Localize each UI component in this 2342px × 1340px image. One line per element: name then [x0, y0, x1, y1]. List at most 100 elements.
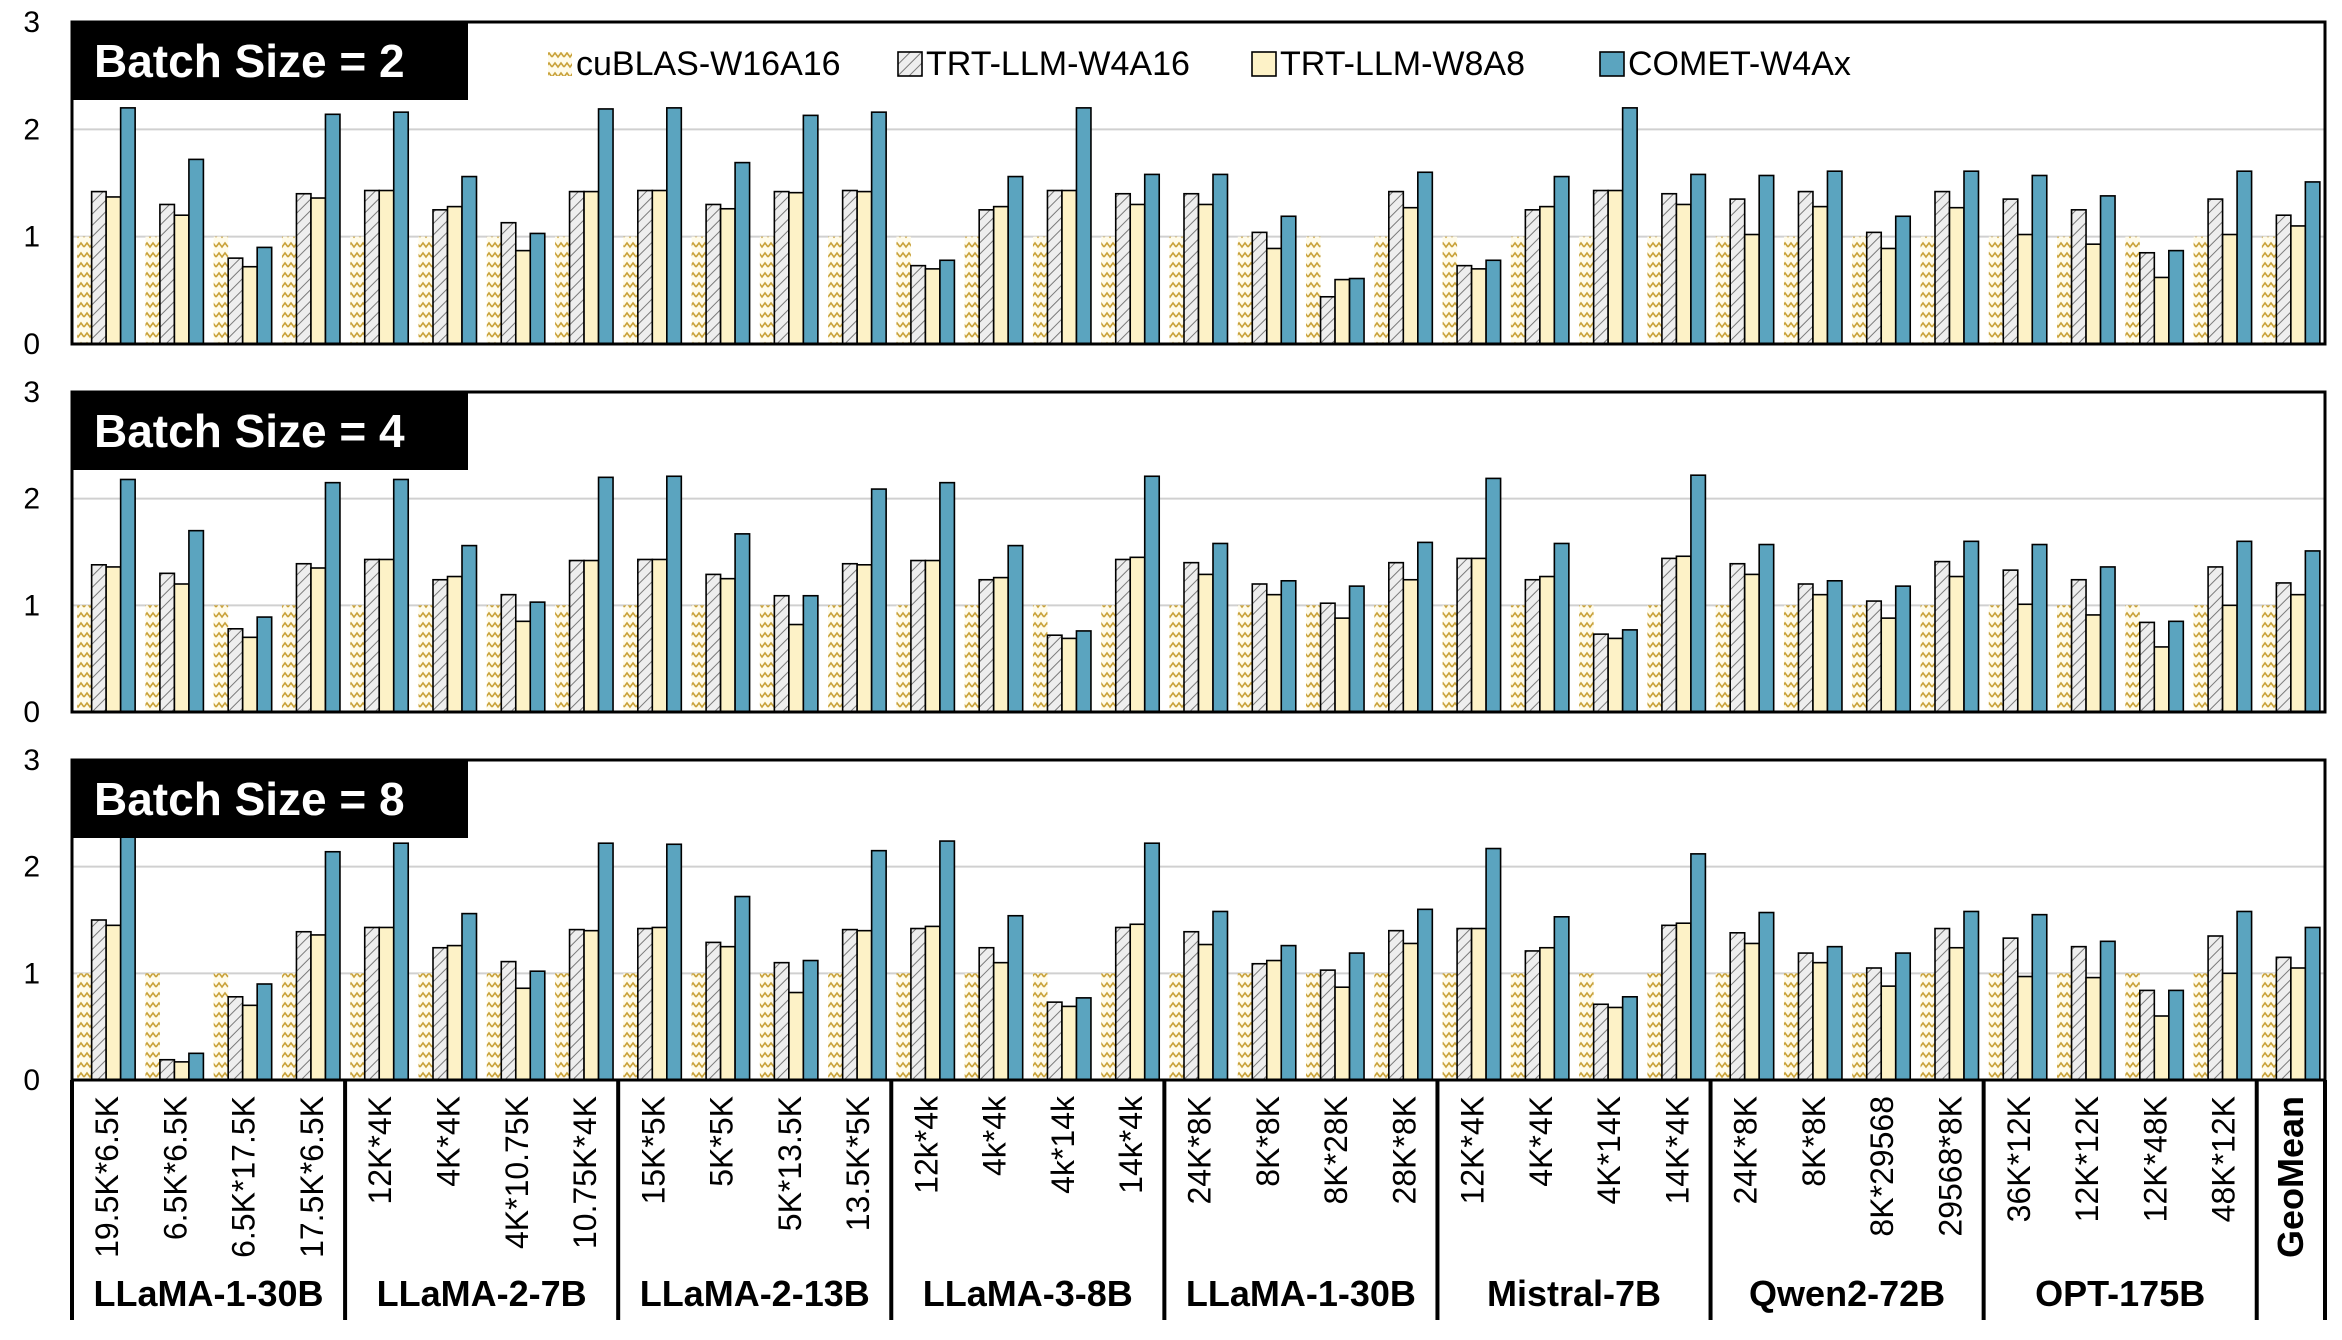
bar-comet-w4ax [1894, 952, 1912, 1081]
bar-cublas-w16a16 [1715, 973, 1731, 1080]
bar-trt-llm-w8a8 [1948, 206, 1965, 345]
bar-trt-llm-w4a16 [2275, 214, 2292, 345]
bar-cublas-w16a16 [1374, 973, 1389, 1080]
bar-cublas-w16a16 [213, 236, 229, 344]
bar-trt-llm-w8a8 [241, 1004, 258, 1081]
bar-cublas-w16a16 [964, 236, 980, 344]
bar-comet-w4ax [1212, 542, 1229, 713]
bar-trt-llm-w8a8 [2016, 975, 2034, 1081]
bar-cublas-w16a16 [1169, 605, 1184, 712]
bar-comet-w4ax [802, 959, 819, 1081]
bar-comet-w4ax [2304, 926, 2321, 1081]
bar-trt-llm-w4a16 [637, 189, 654, 345]
bar-trt-llm-w4a16 [1797, 952, 1814, 1081]
bar-trt-llm-w8a8 [1129, 923, 1146, 1081]
bar-comet-w4ax [1621, 995, 1638, 1081]
bar-trt-llm-w8a8 [2153, 1015, 2170, 1081]
panel-frame [70, 758, 2327, 1082]
legend-item: TRT-LLM-W4A16 [897, 45, 1190, 83]
bar-trt-llm-w4a16 [2139, 621, 2156, 713]
bar-comet-w4ax [1826, 579, 1843, 713]
bar-cublas-w16a16 [1852, 236, 1867, 344]
bar-trt-llm-w8a8 [1061, 637, 1078, 713]
bar-trt-llm-w4a16 [568, 928, 585, 1081]
bar-trt-llm-w8a8 [1675, 203, 1692, 345]
bar-trt-llm-w4a16 [1729, 198, 1746, 345]
bar-trt-llm-w8a8 [105, 566, 122, 713]
bar-trt-llm-w8a8 [992, 576, 1009, 713]
bar-comet-w4ax [1963, 540, 1980, 713]
bar-trt-llm-w4a16 [2002, 937, 2019, 1081]
bar-cublas-w16a16 [1510, 605, 1526, 712]
bar-cublas-w16a16 [418, 236, 433, 344]
bar-trt-llm-w4a16 [1524, 578, 1541, 713]
bar-comet-w4ax [1553, 542, 1570, 713]
panel-1: 0 1 2 3 Batch Size = 2 [23, 6, 2327, 361]
bar-trt-llm-w8a8 [2016, 233, 2034, 345]
bar-trt-llm-w8a8 [241, 636, 258, 713]
bar-trt-llm-w4a16 [1183, 192, 1200, 345]
y-tick-label: 0 [23, 1064, 40, 1097]
bar-cublas-w16a16 [1101, 973, 1116, 1080]
bar-cublas-w16a16 [1852, 605, 1867, 712]
y-tick-label: 2 [23, 113, 40, 146]
bar-cublas-w16a16 [418, 973, 433, 1080]
model-group-label: LLaMA-2-7B [377, 1273, 587, 1314]
bar-cublas-w16a16 [1374, 236, 1389, 344]
bar-trt-llm-w8a8 [788, 191, 805, 345]
bar-trt-llm-w8a8 [514, 249, 532, 345]
bar-comet-w4ax [1280, 579, 1297, 713]
x-tick-label-geomean: GeoMean [2270, 1096, 2311, 1258]
bar-cublas-w16a16 [2193, 236, 2209, 344]
bar-trt-llm-w4a16 [1865, 231, 1883, 345]
bar-trt-llm-w4a16 [2002, 569, 2019, 713]
bar-trt-llm-w8a8 [2290, 225, 2307, 345]
bar-trt-llm-w8a8 [719, 207, 736, 345]
bar-trt-llm-w8a8 [992, 205, 1009, 345]
x-tick-label: 17.5K*6.5K [294, 1096, 330, 1258]
bar-trt-llm-w4a16 [1797, 190, 1814, 345]
x-tick-label: 12K*4K [362, 1096, 398, 1205]
bar-trt-llm-w4a16 [2139, 989, 2156, 1081]
bar-trt-llm-w4a16 [1114, 192, 1132, 345]
bar-trt-llm-w4a16 [2207, 566, 2224, 713]
bar-trt-llm-w8a8 [2221, 972, 2238, 1081]
bar-trt-llm-w4a16 [841, 189, 858, 345]
bar-comet-w4ax [1485, 847, 1502, 1081]
bar-trt-llm-w8a8 [1334, 617, 1351, 713]
bar-comet-w4ax [2304, 181, 2321, 345]
bar-cublas-w16a16 [896, 973, 911, 1080]
bar-cublas-w16a16 [1306, 236, 1321, 344]
bar-trt-llm-w8a8 [1061, 1005, 1078, 1081]
bar-trt-llm-w4a16 [1114, 558, 1132, 713]
bar-cublas-w16a16 [145, 236, 160, 344]
panel-title: Batch Size = 4 [94, 405, 405, 457]
x-tick-label: 36K*12K [2001, 1096, 2037, 1222]
bar-trt-llm-w8a8 [173, 583, 190, 713]
bar-trt-llm-w4a16 [1388, 929, 1405, 1081]
bar-trt-llm-w8a8 [2290, 593, 2307, 713]
bar-comet-w4ax [1963, 170, 1980, 345]
bar-comet-w4ax [939, 259, 956, 345]
bar-comet-w4ax [1963, 910, 1980, 1081]
panel-frame [70, 390, 2327, 714]
bar-trt-llm-w8a8 [378, 926, 395, 1081]
bar-trt-llm-w4a16 [227, 257, 244, 345]
bar-cublas-w16a16 [1442, 236, 1458, 344]
bar-cublas-w16a16 [1101, 605, 1116, 712]
bar-cublas-w16a16 [759, 605, 775, 712]
model-group-label: OPT-175B [2035, 1273, 2205, 1314]
bar-trt-llm-w8a8 [1402, 942, 1419, 1081]
bar-trt-llm-w4a16 [2070, 578, 2087, 713]
bar-comet-w4ax [666, 475, 683, 713]
bar-trt-llm-w4a16 [1046, 189, 1063, 345]
legend-item: COMET-W4Ax [1599, 45, 1851, 83]
bar-cublas-w16a16 [896, 236, 911, 344]
bar-trt-llm-w4a16 [1319, 602, 1336, 713]
bar-trt-llm-w8a8 [651, 926, 668, 1081]
x-tick-label: 4K*4K [431, 1096, 467, 1187]
bar-cublas-w16a16 [1510, 973, 1526, 1080]
bar-trt-llm-w8a8 [856, 190, 873, 345]
bar-comet-w4ax [1758, 911, 1775, 1081]
bar-trt-llm-w4a16 [500, 593, 517, 713]
